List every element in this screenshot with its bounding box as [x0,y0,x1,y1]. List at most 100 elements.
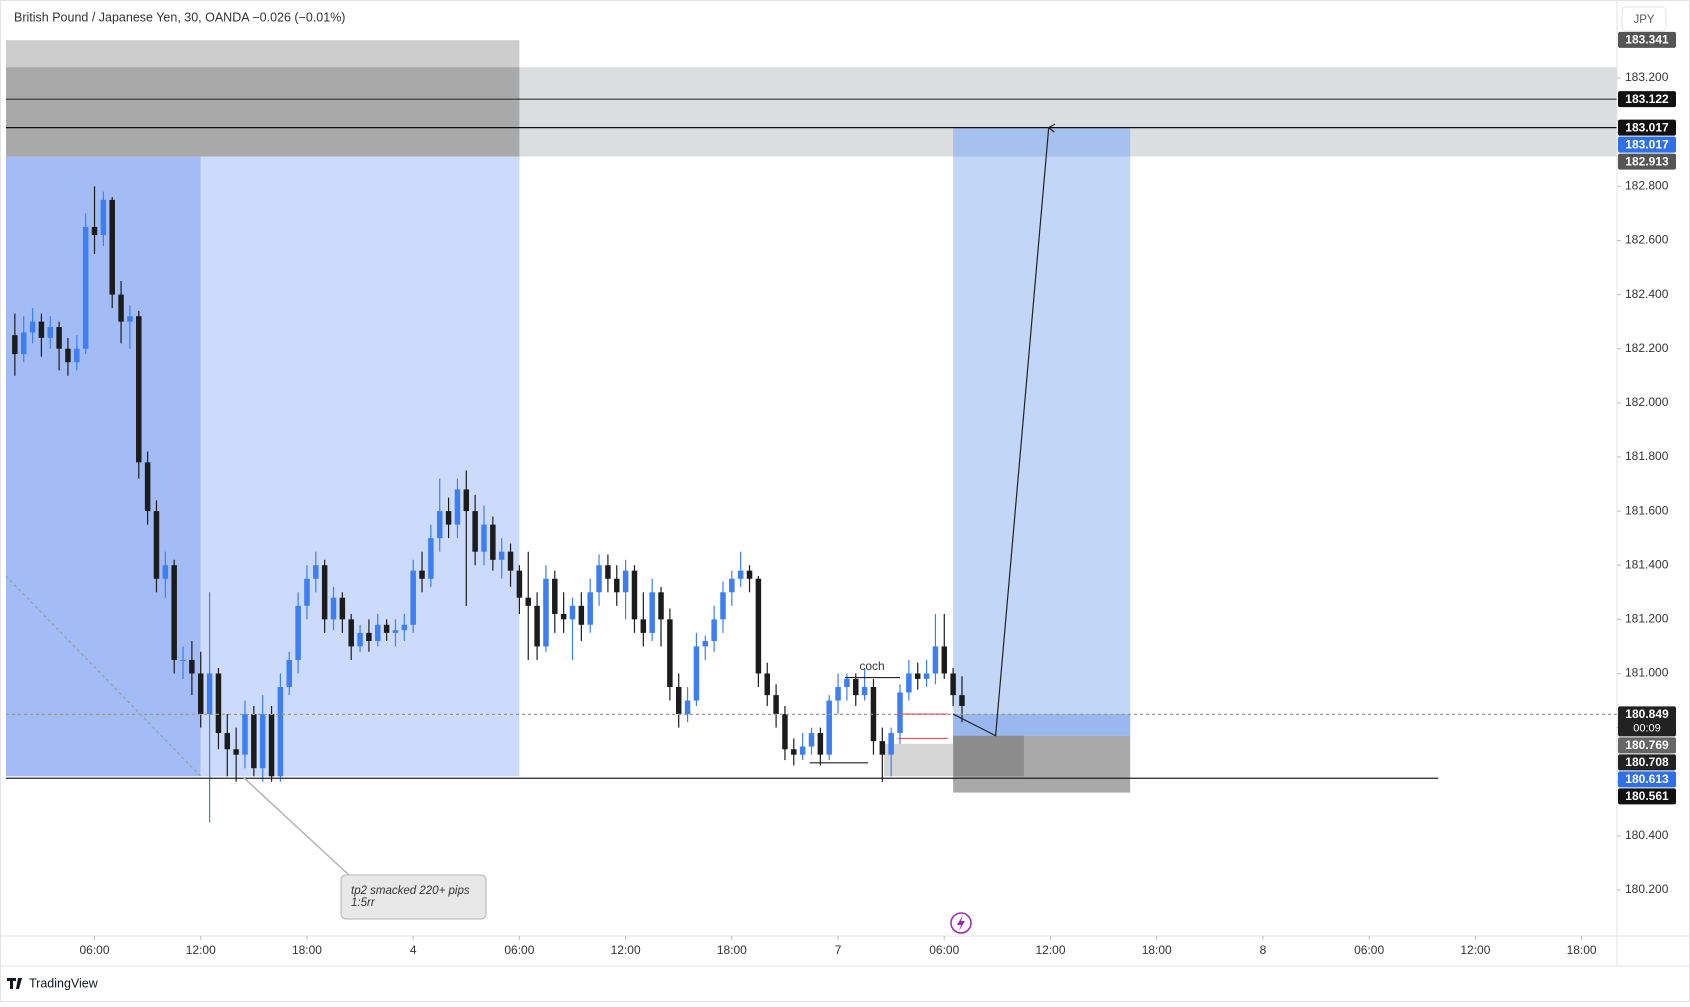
candle-body [295,605,301,660]
candle-body [587,592,593,625]
axes: 180.200180.400180.600180.800181.000181.2… [0,0,1690,967]
price-tag-label: 180.561 [1625,789,1669,803]
candle-body [313,565,319,579]
zones [6,40,1617,793]
x-tick-label: 18:00 [1142,943,1172,957]
candle-body [189,659,195,674]
zone [953,127,1131,736]
candle-body [12,335,18,355]
candle-body [799,746,806,755]
candle-body [118,294,124,322]
candle-body [897,692,903,734]
candle-body [702,641,709,647]
x-tick-label: 06:00 [929,943,959,957]
y-tick-label: 181.600 [1625,503,1669,517]
x-tick-label: 18:00 [717,943,747,957]
candle-body [233,749,239,755]
y-tick-label: 182.000 [1625,395,1669,409]
callout: tp2 smacked 220+ pips 1:5rr [242,776,487,920]
candle-body [622,570,629,593]
candle-body [560,613,567,620]
candle-body [658,592,664,620]
price-tag-label: 180.769 [1625,738,1669,752]
price-tag [1618,737,1676,754]
y-tick-label: 180.400 [1625,828,1669,842]
candle-body [401,624,408,631]
candle-body [454,489,461,525]
price-tag [1618,119,1676,136]
candle-body [127,316,133,322]
price-tag [1618,91,1676,108]
price-tag-label: 180.613 [1625,772,1669,786]
price-tag-label: 183.341 [1625,33,1669,47]
candle-body [109,199,115,295]
y-tick-label: 181.200 [1625,612,1669,626]
candle-body [711,619,717,642]
candle-body [29,321,36,333]
candle-body [737,570,744,579]
candle-body [640,619,647,633]
x-tick-label: 06:00 [1354,943,1384,957]
candle-body [605,565,611,579]
price-tag [1618,706,1676,737]
price-tag-label: 180.708 [1625,755,1669,769]
candle-body [516,570,523,598]
candle-body [507,551,514,571]
x-tick-label: 18:00 [1567,943,1597,957]
candle-body [100,199,107,236]
callout-text: tp2 smacked 220+ pips [351,885,470,897]
candle-body [428,538,434,579]
candle-body [684,700,691,715]
candle-body [552,578,558,614]
candle-body [853,678,859,696]
candle-body [498,551,505,560]
x-tick-label: 7 [835,943,842,957]
candle-body [906,673,912,693]
candle-body [242,714,248,755]
x-tick-label: 06:00 [504,943,534,957]
price-tag [1618,754,1676,771]
candle-body [330,597,337,620]
candle-body [614,578,620,593]
y-tick-label: 181.000 [1625,666,1669,680]
alert-icon[interactable] [950,912,972,934]
x-tick-label: 8 [1260,943,1267,957]
candle-body [197,673,204,715]
price-tag-label: 183.122 [1625,92,1669,106]
chart-title: British Pound / Japanese Yen, 30, OANDA … [14,10,345,24]
candle-body [914,673,921,679]
price-tag [1618,136,1676,153]
countdown-label: 00:09 [1633,722,1661,734]
y-tick-label: 182.200 [1625,341,1669,355]
candle-body [82,226,89,349]
candle-body [445,511,452,525]
x-tick-label: 18:00 [292,943,322,957]
candle-body [773,695,779,715]
candle-body [410,570,416,625]
candle-body [746,570,753,579]
candle-body [38,321,45,338]
currency-button[interactable] [1621,6,1667,32]
candle-body [162,565,169,579]
candle-body [932,646,939,674]
candle-body [888,733,894,755]
candle-body [649,592,655,633]
y-tick-label: 183.200 [1625,70,1669,84]
candle-body [729,578,735,593]
candle-body [144,462,151,512]
coch-label: coch [859,659,884,673]
candle-body [543,578,549,647]
candle-body [675,687,682,715]
zone [884,743,954,777]
candle-body [782,714,788,750]
candle-body [268,714,275,777]
candle-body [578,605,585,625]
candle-body [463,489,470,512]
candle-body [91,226,98,236]
zone [953,127,1131,157]
candle-body [835,687,841,701]
candle-body [870,687,877,742]
drawing-line [952,123,1056,737]
